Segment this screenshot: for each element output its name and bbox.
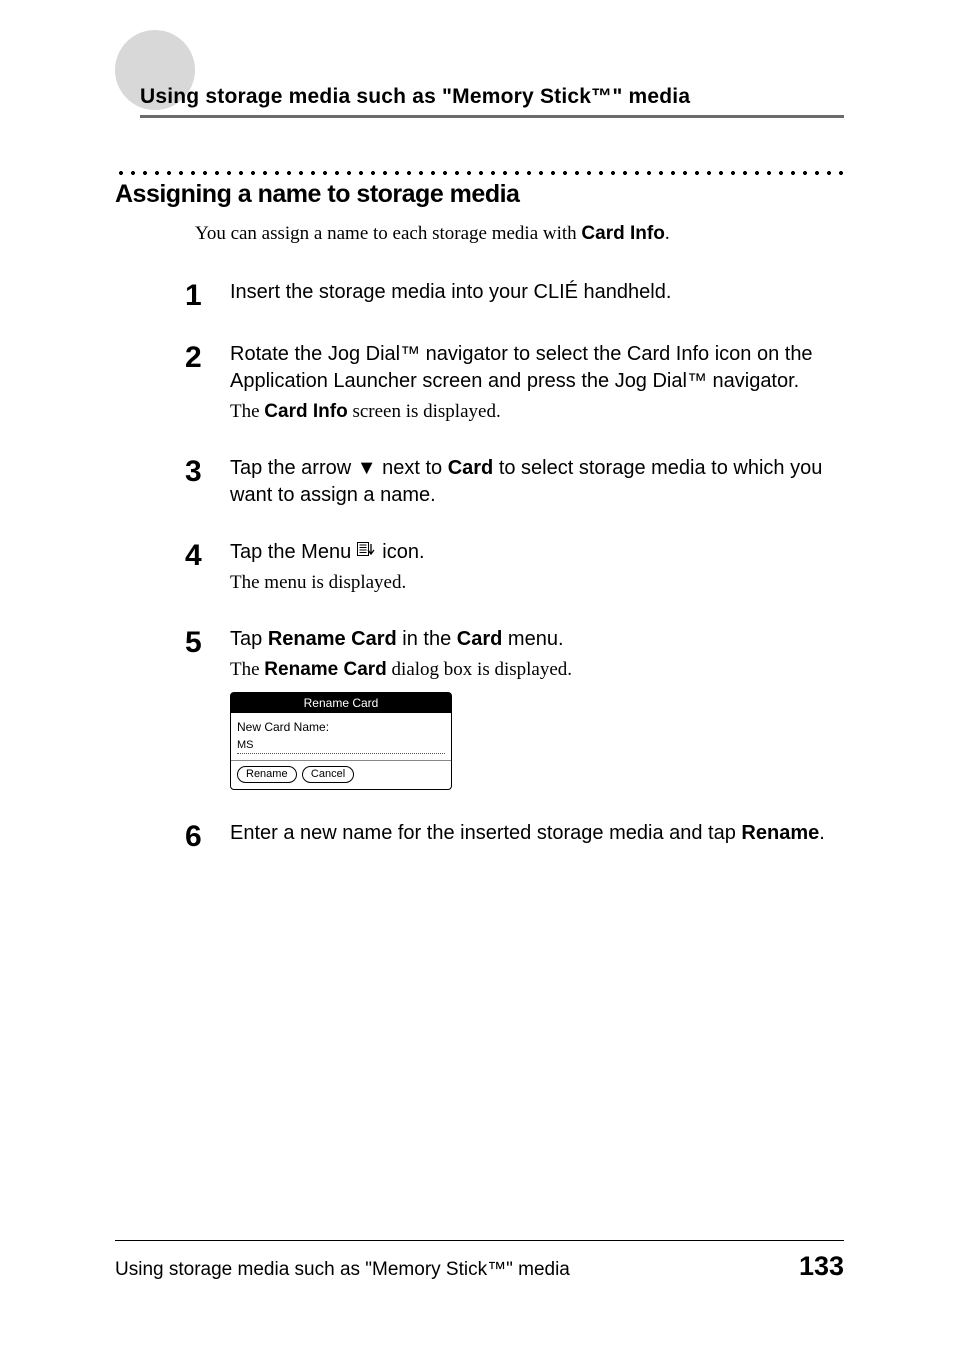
chapter-title: Using storage media such as "Memory Stic… — [140, 85, 844, 109]
step-2: 2 Rotate the Jog Dial™ navigator to sele… — [185, 341, 844, 425]
step-4: 4 Tap the Menu icon. The menu is display… — [185, 539, 844, 596]
step-number: 4 — [185, 539, 230, 571]
step-mid: in the — [397, 628, 457, 650]
dialog-content: New Card Name: MS — [231, 713, 451, 760]
sub-pre: The — [230, 401, 264, 422]
page-header: Using storage media such as "Memory Stic… — [0, 0, 954, 120]
sub-pre: The — [230, 659, 264, 680]
footer-text: Using storage media such as "Memory Stic… — [115, 1259, 570, 1281]
section-intro: You can assign a name to each storage me… — [195, 223, 844, 245]
step-pre: Tap the arrow ▼ next to — [230, 457, 448, 479]
steps-list: 1 Insert the storage media into your CLI… — [185, 279, 844, 852]
step-3: 3 Tap the arrow ▼ next to Card to select… — [185, 455, 844, 509]
step-number: 5 — [185, 626, 230, 658]
step-body: Tap Rename Card in the Card menu. The Re… — [230, 626, 844, 791]
sub-bold: Rename Card — [264, 659, 387, 680]
menu-icon — [357, 539, 377, 566]
step-body: Insert the storage media into your CLIÉ … — [230, 279, 844, 306]
intro-pre: You can assign a name to each storage me… — [195, 223, 581, 244]
step-bold: Rename — [741, 822, 819, 844]
sub-post: dialog box is displayed. — [387, 659, 572, 680]
step-body: Rotate the Jog Dial™ navigator to select… — [230, 341, 844, 425]
step-text: Insert the storage media into your CLIÉ … — [230, 281, 671, 303]
step-subtext: The Card Info screen is displayed. — [230, 399, 844, 425]
step-6: 6 Enter a new name for the inserted stor… — [185, 820, 844, 852]
sub-bold: Card Info — [264, 401, 347, 422]
step-body: Enter a new name for the inserted storag… — [230, 820, 844, 847]
page-number: 133 — [799, 1251, 844, 1282]
header-rule: Using storage media such as "Memory Stic… — [140, 85, 844, 118]
page-footer: Using storage media such as "Memory Stic… — [115, 1240, 844, 1282]
step-pre: Tap the Menu — [230, 541, 357, 563]
step-pre: Tap — [230, 628, 268, 650]
dialog-label: New Card Name: — [237, 719, 445, 735]
step-number: 1 — [185, 279, 230, 311]
intro-bold: Card Info — [581, 223, 664, 244]
step-1: 1 Insert the storage media into your CLI… — [185, 279, 844, 311]
step-body: Tap the arrow ▼ next to Card to select s… — [230, 455, 844, 509]
dialog-title: Rename Card — [231, 693, 451, 713]
dotted-divider — [115, 170, 844, 176]
step-text: Rotate the Jog Dial™ navigator to select… — [230, 343, 813, 392]
rename-card-dialog-figure: Rename Card New Card Name: MS Rename Can… — [230, 692, 844, 790]
rename-button: Rename — [237, 766, 297, 783]
sub-post: screen is displayed. — [348, 401, 501, 422]
page-content: Assigning a name to storage media You ca… — [0, 120, 954, 852]
step-number: 6 — [185, 820, 230, 852]
step-number: 2 — [185, 341, 230, 373]
step-subtext: The Rename Card dialog box is displayed. — [230, 657, 844, 683]
section-title: Assigning a name to storage media — [115, 180, 844, 209]
rename-card-dialog: Rename Card New Card Name: MS Rename Can… — [230, 692, 452, 790]
dialog-input: MS — [237, 738, 445, 755]
intro-post: . — [665, 223, 670, 244]
step-body: Tap the Menu icon. The menu is displayed… — [230, 539, 844, 596]
step-bold1: Rename Card — [268, 628, 397, 650]
step-bold: Card — [448, 457, 494, 479]
step-bold2: Card — [457, 628, 503, 650]
step-post: . — [819, 822, 825, 844]
step-subtext: The menu is displayed. — [230, 570, 844, 596]
step-number: 3 — [185, 455, 230, 487]
step-post: menu. — [502, 628, 563, 650]
step-post: icon. — [377, 541, 425, 563]
dialog-button-row: Rename Cancel — [231, 760, 451, 789]
step-pre: Enter a new name for the inserted storag… — [230, 822, 741, 844]
step-5: 5 Tap Rename Card in the Card menu. The … — [185, 626, 844, 791]
cancel-button: Cancel — [302, 766, 354, 783]
